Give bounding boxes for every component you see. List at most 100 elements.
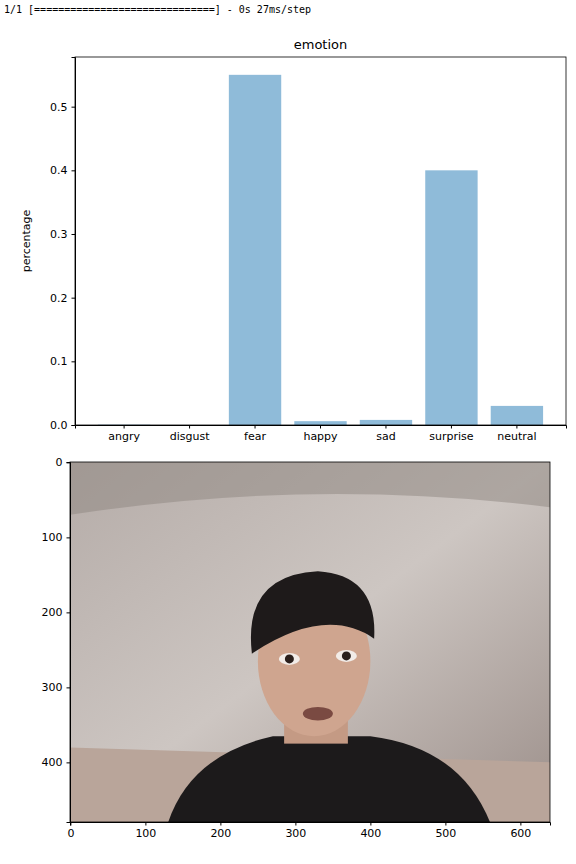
tick-mark [124,425,125,429]
tick-mark [67,762,71,763]
tick: 0.4 [50,164,75,177]
photo-pupil [285,654,294,663]
axis-line [76,426,567,429]
bars [98,75,543,425]
photo-mouth [303,707,333,721]
image [70,462,550,822]
tick: 300 [285,822,306,840]
tick-label: 200 [210,827,231,840]
tick-label: angry [108,430,140,443]
y-axis: 0 100 200 300 400 [42,456,71,822]
tick-label: 0.2 [50,292,68,305]
bar [425,170,477,425]
tick: angry [108,425,140,443]
bar-chart: 0.0 0.1 0.2 0.3 0.4 0.5 angry disgust fear happy s… [20,37,567,443]
tick: 100 [135,822,156,840]
bar [294,421,346,425]
axis-line [71,823,551,826]
tick: 0 [67,822,74,840]
tick: happy [303,425,338,443]
tick-mark [520,822,521,826]
tick-mark [67,537,71,538]
photo-hair [251,571,374,654]
chart-title: emotion [294,37,348,52]
tick-label: disgust [170,430,210,443]
tick: sad [376,425,395,443]
frame [70,462,550,822]
x-axis: 0 100 200 300 400 500 600 [67,822,550,840]
tick-mark [72,298,76,299]
photo-ceiling [70,462,550,515]
tick: disgust [170,425,210,443]
tick: 400 [42,756,71,769]
tick-label: 0.0 [50,419,68,432]
tick-mark [72,107,76,108]
photo-eye [279,653,300,665]
bar [360,420,412,425]
axis-line [67,463,71,823]
image-chart: 0 100 200 300 400 500 600 0 100 200 300 400 [42,456,552,840]
tick-label: 0.4 [50,164,68,177]
tick: 200 [42,606,71,619]
tick: 0.2 [50,292,75,305]
tick-label: 300 [42,681,63,694]
tick-label: 0.3 [50,228,68,241]
page: 1/1 [==============================] - 0… [0,0,576,864]
tick-label: 400 [360,827,381,840]
tick-label: sad [376,430,395,443]
log-line: 1/1 [==============================] - 0… [4,4,311,15]
tick: 0.5 [50,101,75,114]
tick-mark [145,822,146,826]
tick-mark [445,822,446,826]
tick-mark [385,425,386,429]
x-axis: angry disgust fear happy sad surprise neutral [76,425,567,443]
tick-label: neutral [497,430,536,443]
tick: neutral [497,425,536,443]
tick: fear [244,425,266,443]
tick-mark [370,822,371,826]
axis-line [72,58,76,426]
tick-mark [72,234,76,235]
tick-label: 0 [67,827,74,840]
tick: 100 [42,531,71,544]
tick-mark [67,687,71,688]
bar [491,406,543,425]
tick-label: surprise [429,430,474,443]
tick-mark [320,425,321,429]
tick: 0 [56,456,71,469]
tick: 600 [510,822,531,840]
tick: 0.1 [50,355,75,368]
photo-shirt [168,736,491,822]
tick: 500 [435,822,456,840]
tick-label: 200 [42,606,63,619]
tick-mark [451,425,452,429]
tick-label: 0.1 [50,355,68,368]
tick: 0.3 [50,228,75,241]
tick: 0.0 [50,419,75,432]
tick-mark [255,425,256,429]
tick: surprise [429,425,474,443]
photo-eye [336,650,357,662]
tick-label: 100 [42,531,63,544]
y-axis-title: percentage [20,209,33,272]
tick-label: 600 [510,827,531,840]
tick-mark [67,612,71,613]
tick-label: fear [244,430,266,443]
tick-label: 400 [42,756,63,769]
tick-mark [72,425,76,426]
tick: 200 [210,822,231,840]
tick-mark [72,361,76,362]
tick-label: 0.5 [50,101,68,114]
tick-mark [220,822,221,826]
tick-label: 100 [135,827,156,840]
photo-pupil [342,651,351,660]
tick-mark [516,425,517,429]
tick-label: 0 [56,456,63,469]
tick-label: 500 [435,827,456,840]
tick-mark [72,170,76,171]
tick-label: happy [303,430,338,443]
tick-mark [189,425,190,429]
frame [75,57,566,425]
tick-mark [67,462,71,463]
tick: 300 [42,681,71,694]
